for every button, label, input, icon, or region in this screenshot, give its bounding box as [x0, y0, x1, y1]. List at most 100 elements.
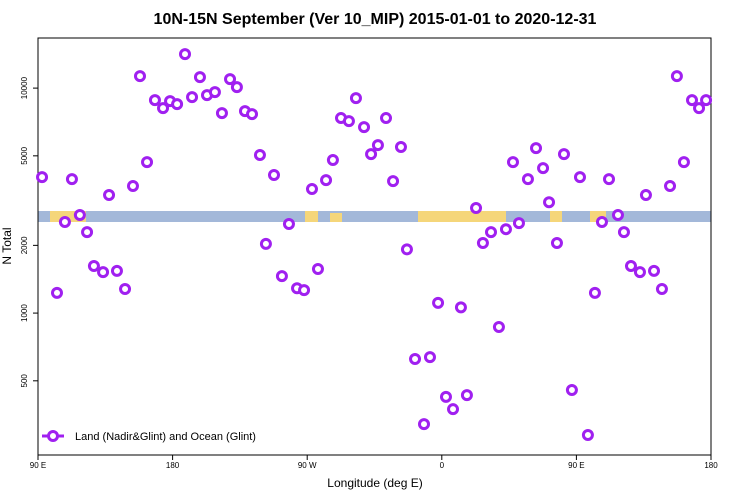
point — [543, 196, 556, 209]
point — [521, 173, 534, 186]
point — [246, 108, 259, 121]
plot-frame — [37, 37, 712, 456]
point — [565, 384, 578, 397]
point — [148, 94, 161, 107]
x-tick-label: 180 — [704, 461, 718, 470]
point — [550, 236, 563, 249]
point — [103, 188, 116, 201]
point — [186, 91, 199, 104]
point — [686, 94, 699, 107]
point — [282, 217, 295, 230]
point — [460, 389, 473, 402]
point — [311, 263, 324, 276]
point — [624, 259, 637, 272]
point — [387, 175, 400, 188]
point — [595, 216, 608, 229]
point — [655, 282, 668, 295]
legend-marker — [47, 430, 59, 442]
land-mask-strip — [38, 211, 711, 222]
point — [179, 48, 192, 61]
point — [418, 418, 431, 431]
point — [693, 102, 706, 115]
point — [193, 71, 206, 84]
point — [126, 180, 139, 193]
point — [119, 282, 132, 295]
point — [506, 156, 519, 169]
point — [432, 296, 445, 309]
point — [581, 429, 594, 442]
point — [81, 226, 94, 239]
point — [485, 226, 498, 239]
point — [133, 70, 146, 83]
point — [454, 301, 467, 314]
point — [400, 243, 413, 256]
point — [224, 73, 237, 86]
point — [215, 107, 228, 120]
point — [298, 284, 311, 297]
y-tick-label: 5000 — [20, 146, 29, 164]
point — [677, 156, 690, 169]
point — [358, 121, 371, 134]
point — [611, 208, 624, 221]
point — [230, 81, 243, 94]
point — [499, 223, 512, 236]
point — [670, 70, 683, 83]
point — [512, 217, 525, 230]
legend: Land (Nadir&Glint) and Ocean (Glint) — [42, 430, 256, 443]
y-tick-label: 500 — [20, 374, 29, 388]
point — [394, 141, 407, 154]
point — [639, 188, 652, 201]
point — [73, 208, 86, 221]
point — [157, 102, 170, 115]
point — [664, 180, 677, 193]
point — [648, 264, 661, 277]
point — [439, 390, 452, 403]
point — [700, 94, 713, 107]
point — [447, 403, 460, 416]
x-tick-label: 90 E — [568, 461, 584, 470]
point — [259, 237, 272, 250]
y-tick-label: 10000 — [20, 76, 29, 99]
point — [342, 115, 355, 128]
point — [275, 270, 288, 283]
y-tick-label: 2000 — [20, 236, 29, 254]
point — [320, 174, 333, 187]
x-axis-label: Longitude (deg E) — [327, 476, 422, 490]
point — [97, 266, 110, 279]
point — [617, 226, 630, 239]
point — [208, 86, 221, 99]
point — [305, 183, 318, 196]
x-tick-label: 0 — [440, 461, 445, 470]
point — [409, 353, 422, 366]
point — [371, 139, 384, 152]
point — [530, 142, 543, 155]
legend-label: Land (Nadir&Glint) and Ocean (Glint) — [75, 431, 256, 443]
point — [633, 266, 646, 279]
point — [492, 321, 505, 334]
point — [470, 202, 483, 215]
point — [267, 168, 280, 181]
point — [65, 173, 78, 186]
point — [326, 154, 339, 167]
y-tick-label: 1000 — [20, 304, 29, 322]
point — [58, 216, 71, 229]
point — [537, 162, 550, 175]
point — [171, 98, 184, 111]
x-tick-label: 180 — [166, 461, 180, 470]
point — [50, 286, 63, 299]
point — [476, 236, 489, 249]
y-axis-label: N Total — [0, 227, 14, 264]
point — [141, 156, 154, 169]
point — [380, 112, 393, 125]
x-tick-label: 90 W — [298, 461, 317, 470]
point — [253, 149, 266, 162]
point — [349, 92, 362, 105]
chart-title: 10N-15N September (Ver 10_MIP) 2015-01-0… — [154, 11, 597, 28]
x-tick-label: 90 E — [30, 461, 46, 470]
point — [36, 171, 49, 184]
point — [573, 171, 586, 184]
point — [588, 286, 601, 299]
point — [603, 173, 616, 186]
